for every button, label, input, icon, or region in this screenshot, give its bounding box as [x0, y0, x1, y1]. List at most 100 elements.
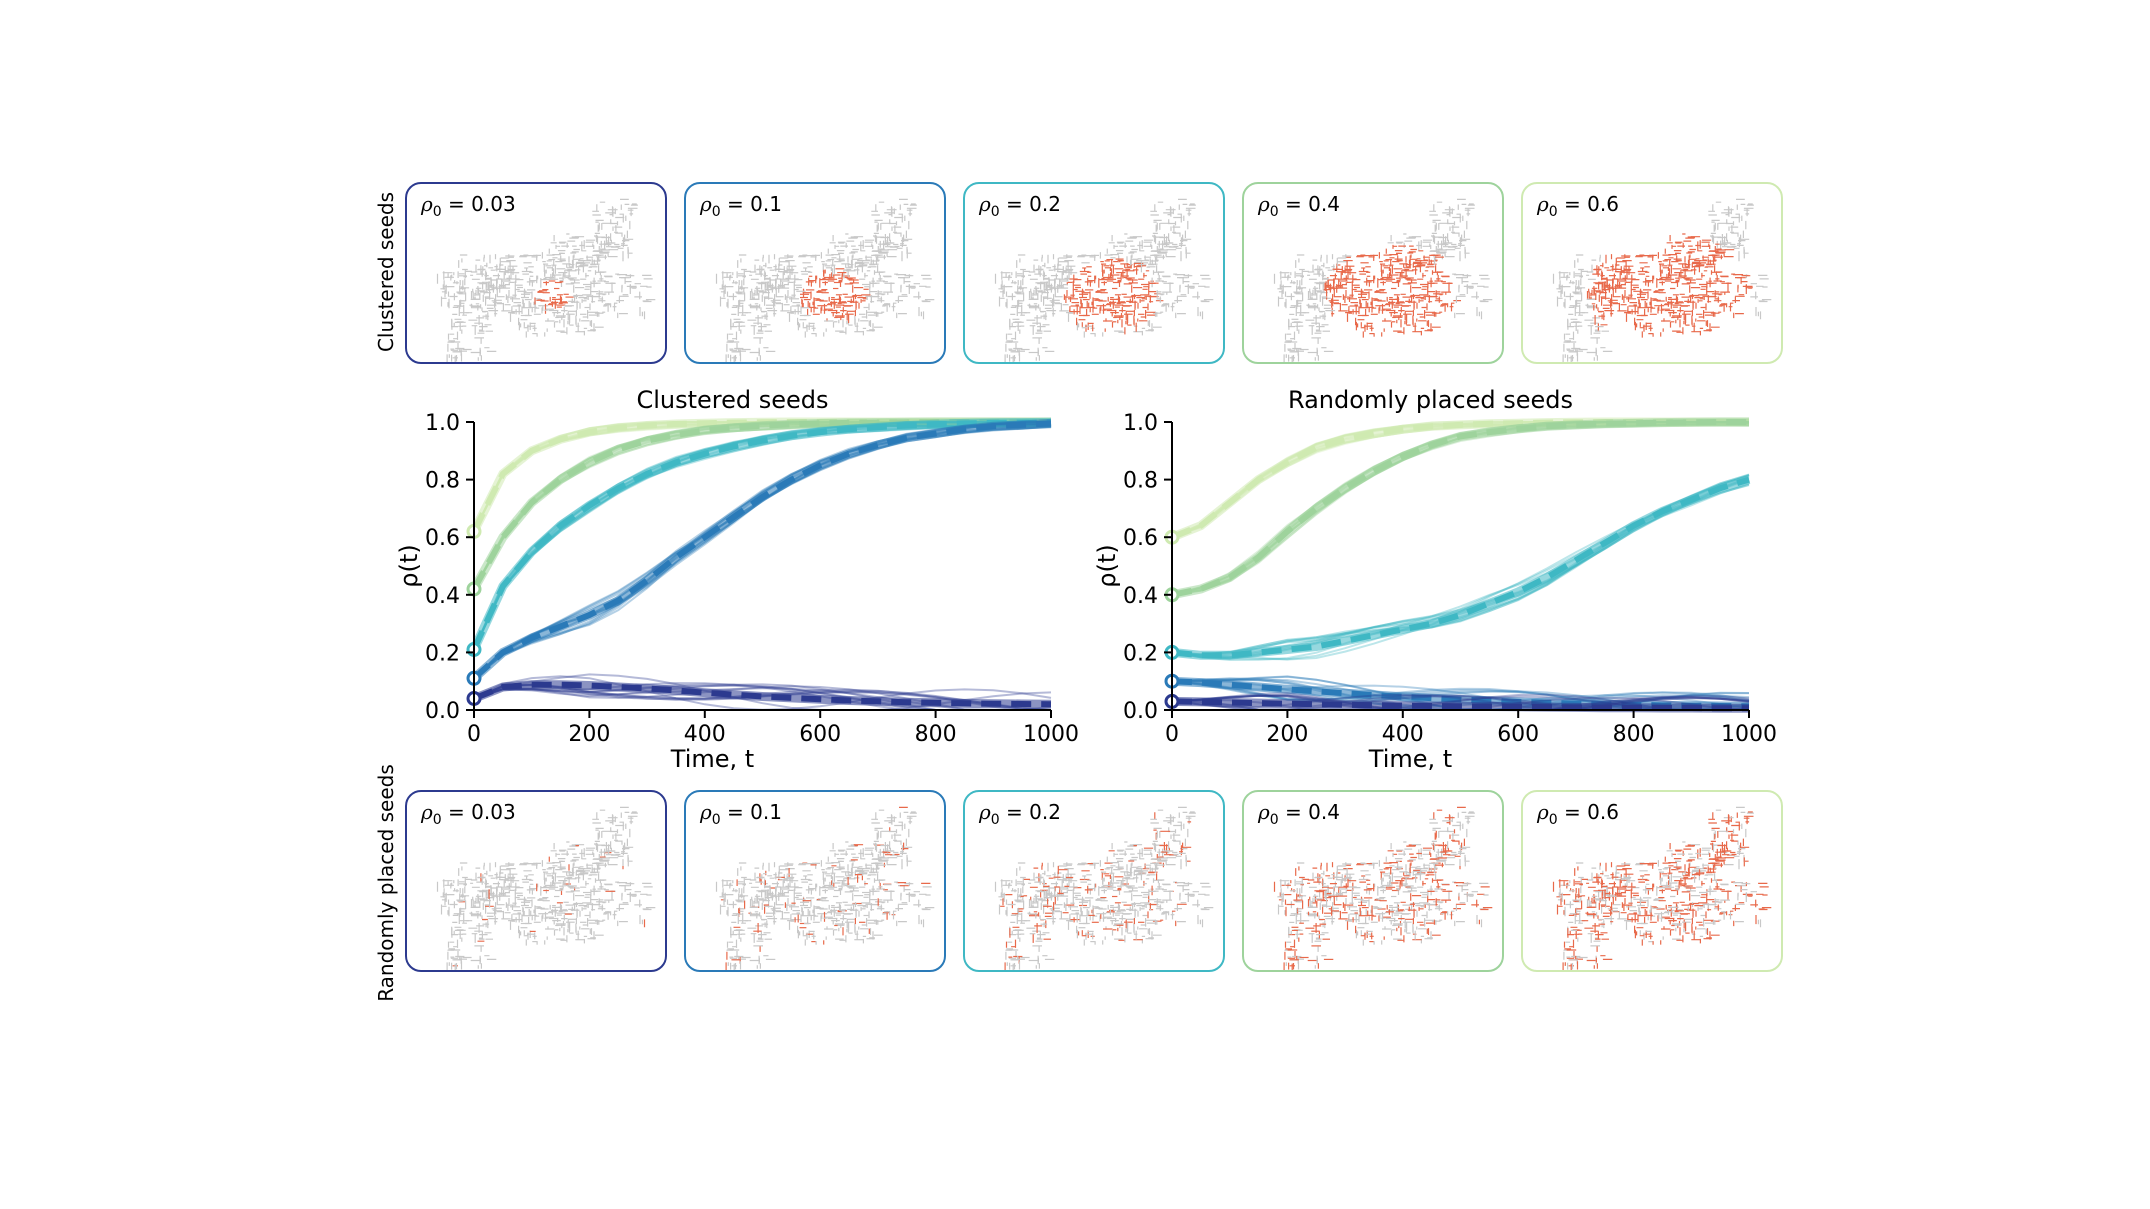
trajectory-line — [473, 421, 1052, 590]
x-tick-label: 400 — [684, 722, 726, 747]
series-0.4 — [1164, 417, 1750, 603]
panel-label: ρ0 = 0.03 — [421, 800, 516, 828]
rho-symbol: ρ — [700, 800, 712, 824]
x-tick-label: 800 — [915, 722, 957, 747]
panel-label: ρ0 = 0.03 — [421, 192, 516, 220]
network-graph — [994, 806, 1214, 970]
rho-value: = 0.03 — [441, 800, 516, 824]
mean-line — [470, 417, 1051, 592]
network-graph — [715, 198, 935, 362]
trajectory-line — [473, 426, 1052, 680]
trajectory-line — [473, 421, 1051, 590]
series-0.2 — [466, 417, 1052, 657]
panel-label: ρ0 = 0.6 — [1537, 192, 1619, 220]
chart-title: Randomly placed seeds — [1288, 386, 1573, 414]
trajectory-line — [473, 421, 1052, 590]
rho-subscript: 0 — [1269, 812, 1279, 828]
trajectory-line — [473, 421, 1052, 650]
trajectory-line — [473, 421, 1051, 680]
trajectory-line — [473, 421, 1051, 590]
rho-value: = 0.1 — [720, 192, 782, 216]
trajectory-line — [473, 424, 1052, 650]
trajectory-line — [473, 421, 1051, 590]
rho-subscript: 0 — [711, 204, 721, 220]
rho-subscript: 0 — [432, 204, 442, 220]
y-tick-label: 0.8 — [425, 469, 460, 494]
trajectory-line — [473, 422, 1052, 680]
x-tick-label: 1000 — [1023, 722, 1079, 747]
y-tick-label: 0.8 — [1123, 469, 1158, 494]
model-dashed-line — [1171, 476, 1750, 659]
x-tick-label: 800 — [1613, 722, 1655, 747]
network-panel-bottom-4: ρ0 = 0.6 — [1521, 790, 1783, 972]
y-tick-label: 0.6 — [1123, 526, 1158, 551]
x-tick-label: 0 — [467, 722, 481, 747]
model-dashed-line — [1170, 419, 1749, 540]
network-graph — [994, 198, 1214, 362]
trajectory-line — [473, 424, 1052, 650]
rho-value: = 0.4 — [1278, 800, 1340, 824]
chart-clustered: 0 200 400 600 800 1000 0.0 0.2 0.4 0.6 0.8 1.0 Clust… — [395, 386, 1079, 773]
rho-symbol: ρ — [421, 800, 433, 824]
y-tick-label: 1.0 — [1123, 411, 1158, 436]
trajectory-line — [473, 423, 1052, 650]
panel-label: ρ0 = 0.4 — [1258, 800, 1340, 828]
panel-label: ρ0 = 0.1 — [700, 192, 782, 220]
network-graph — [436, 806, 656, 970]
model-dashed-line — [1171, 419, 1749, 598]
rho-symbol: ρ — [421, 192, 433, 216]
trajectory-line — [473, 421, 1052, 680]
rho-subscript: 0 — [711, 812, 721, 828]
trajectory-line — [1171, 478, 1750, 660]
network-panel-top-2: ρ0 = 0.2 — [963, 182, 1225, 364]
trajectory-line — [473, 424, 1052, 680]
y-tick-label: 0.0 — [425, 699, 460, 724]
rho-value: = 0.1 — [720, 800, 782, 824]
rho-symbol: ρ — [700, 192, 712, 216]
trajectory-line — [473, 421, 1052, 590]
network-panel-bottom-2: ρ0 = 0.2 — [963, 790, 1225, 972]
network-panel-bottom-0: ρ0 = 0.03 — [405, 790, 667, 972]
model-dashed-line — [471, 420, 1052, 681]
trajectory-line — [473, 421, 1052, 590]
rho-subscript: 0 — [1269, 204, 1279, 220]
rho-subscript: 0 — [990, 812, 1000, 828]
trajectory-line — [1171, 476, 1750, 659]
trajectory-line — [473, 421, 1051, 680]
trajectory-line — [473, 425, 1052, 680]
network-graph — [1552, 198, 1772, 362]
mean-line — [1171, 475, 1751, 660]
x-tick-label: 0 — [1165, 722, 1179, 747]
trajectory-line — [473, 422, 1052, 650]
x-tick-label: 200 — [568, 722, 610, 747]
rho-value: = 0.03 — [441, 192, 516, 216]
trajectory-line — [473, 421, 1051, 650]
trajectory-line — [1171, 474, 1750, 656]
series-0.1 — [466, 418, 1052, 686]
trajectory-line — [1171, 474, 1750, 657]
network-graph — [715, 806, 935, 970]
trajectory-line — [473, 424, 1052, 650]
trajectory-line — [1171, 477, 1750, 660]
rho-value: = 0.6 — [1557, 192, 1619, 216]
y-tick-label: 0.0 — [1123, 699, 1158, 724]
network-graph — [436, 198, 656, 362]
x-axis-label: Time, t — [670, 745, 754, 773]
panel-label: ρ0 = 0.6 — [1537, 800, 1619, 828]
series-0.03 — [466, 673, 1052, 711]
y-tick-label: 0.4 — [1123, 584, 1158, 609]
trajectory-line — [473, 421, 1052, 590]
x-tick-label: 600 — [799, 722, 841, 747]
trajectory-line — [1171, 474, 1750, 657]
series-0.4 — [466, 417, 1052, 597]
trajectory-line — [473, 421, 1051, 590]
trajectory-line — [473, 421, 1052, 590]
network-panel-bottom-3: ρ0 = 0.4 — [1242, 790, 1504, 972]
rho-symbol: ρ — [1258, 800, 1270, 824]
model-dashed-line — [1171, 698, 1749, 712]
chart-title: Clustered seeds — [636, 386, 828, 414]
network-panel-top-3: ρ0 = 0.4 — [1242, 182, 1504, 364]
y-tick-label: 0.2 — [425, 641, 460, 666]
rho-symbol: ρ — [1537, 192, 1549, 216]
